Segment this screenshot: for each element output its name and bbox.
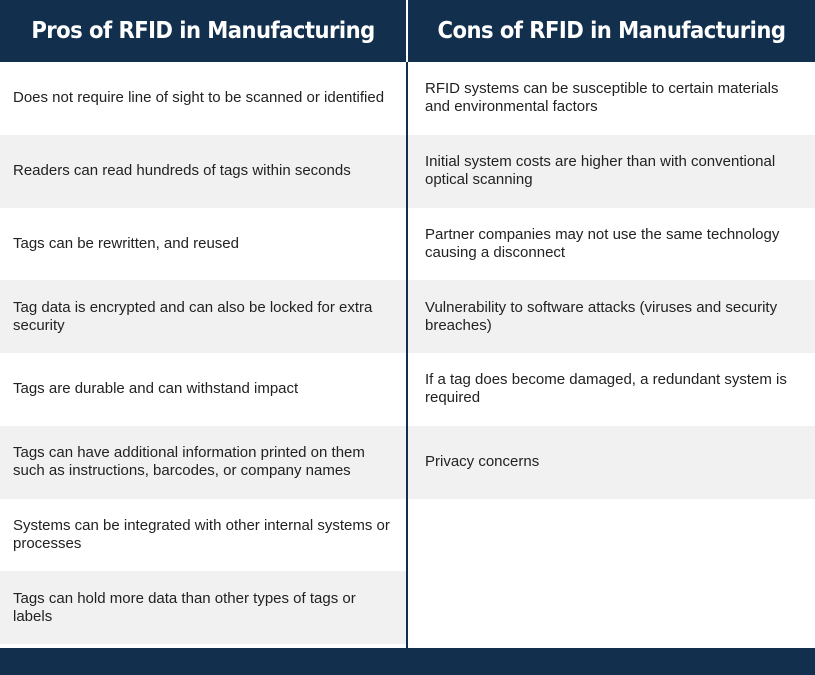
pros-cons-table: Pros of RFID in Manufacturing Cons of RF…	[0, 0, 815, 648]
cons-column: RFID systems can be susceptible to certa…	[408, 62, 815, 499]
cons-row: If a tag does become damaged, a redundan…	[425, 371, 787, 407]
cons-header: Cons of RFID in Manufacturing	[437, 18, 786, 44]
pros-row: Tags can be rewritten, and reused	[13, 234, 239, 252]
cons-row: Vulnerability to software attacks (virus…	[408, 280, 815, 353]
pros-row: Systems can be integrated with other int…	[13, 516, 390, 552]
pros-row: Tag data is encrypted and can also be lo…	[0, 280, 406, 353]
pros-row: Tags are durable and can withstand impac…	[13, 380, 299, 398]
pros-row: Tags can hold more data than other types…	[0, 571, 406, 644]
pros-header: Pros of RFID in Manufacturing	[31, 18, 375, 44]
pros-row: Readers can read hundreds of tags within…	[0, 134, 406, 208]
cons-row: Partner companies may not use the same t…	[425, 225, 780, 261]
footer-bar	[0, 648, 815, 675]
pros-row: Does not require line of sight to be sca…	[13, 89, 385, 107]
cons-row: Privacy concerns	[408, 425, 815, 499]
header-divider	[406, 0, 408, 62]
cons-row: RFID systems can be susceptible to certa…	[425, 80, 779, 116]
cons-row: Initial system costs are higher than wit…	[408, 134, 815, 208]
pros-column: Does not require line of sight to be sca…	[0, 62, 406, 644]
column-divider	[406, 62, 408, 648]
table-header: Pros of RFID in Manufacturing Cons of RF…	[0, 0, 815, 62]
pros-row: Tags can have additional information pri…	[0, 425, 406, 499]
